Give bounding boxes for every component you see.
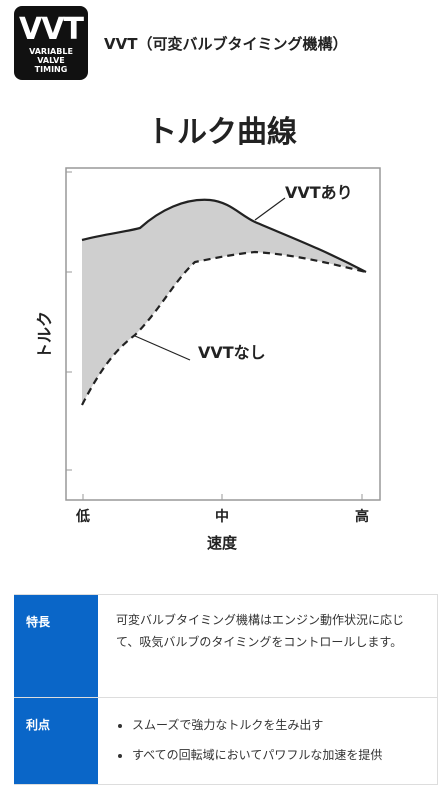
bullet-list: スムーズで強力なトルクを生み出す すべての回転域においてパワフルな加速を提供	[116, 714, 419, 766]
row-list: スムーズで強力なトルクを生み出す すべての回転域においてパワフルな加速を提供	[98, 698, 437, 784]
logo: VVT VARIABLE VALVE TIMING	[14, 6, 88, 80]
x-label: 高	[355, 508, 369, 525]
bullet: すべての回転域においてパワフルな加速を提供	[132, 744, 419, 766]
info-table: 特長 可変バルブタイミング機構はエンジン動作状況に応じて、吸気バルブのタイミング…	[14, 594, 438, 785]
page-title: VVT（可変バルブタイミング機構）	[104, 35, 348, 53]
curve-with-vvt	[81, 198, 367, 273]
torque-diagram: トルク曲線 VVTあり VVTなし トルク 低 中 高 速度	[35, 115, 381, 552]
table-row: 利点 スムーズで強力なトルクを生み出す すべての回転域においてパワフルな加速を提…	[14, 698, 438, 785]
bullet: スムーズで強力なトルクを生み出す	[132, 714, 419, 736]
curve-without-vvt	[81, 250, 367, 406]
leader-line	[134, 335, 191, 361]
logo-text: TIMING	[34, 65, 68, 74]
row-text: 可変バルブタイミング機構はエンジン動作状況に応じて、吸気バルブのタイミングをコン…	[116, 613, 405, 649]
table-row: 特長 可変バルブタイミング機構はエンジン動作状況に応じて、吸気バルブのタイミング…	[14, 595, 438, 698]
logo-text: VVT	[19, 12, 84, 47]
row-label: 特長	[14, 595, 98, 697]
plot-frame	[65, 167, 381, 501]
x-title: 速度	[207, 534, 238, 552]
annotation: VVTなし	[198, 343, 266, 362]
x-label: 中	[215, 508, 229, 525]
ticks	[66, 171, 363, 500]
logo-text: VARIABLE VALVE	[29, 47, 73, 65]
annotation: VVTあり	[285, 183, 353, 202]
x-label: 低	[75, 508, 90, 525]
gain-area	[82, 199, 366, 405]
row-label: 利点	[14, 698, 98, 784]
diagram-title: トルク曲線	[147, 115, 297, 150]
leader-line	[254, 197, 286, 221]
y-label: トルク	[35, 311, 54, 359]
